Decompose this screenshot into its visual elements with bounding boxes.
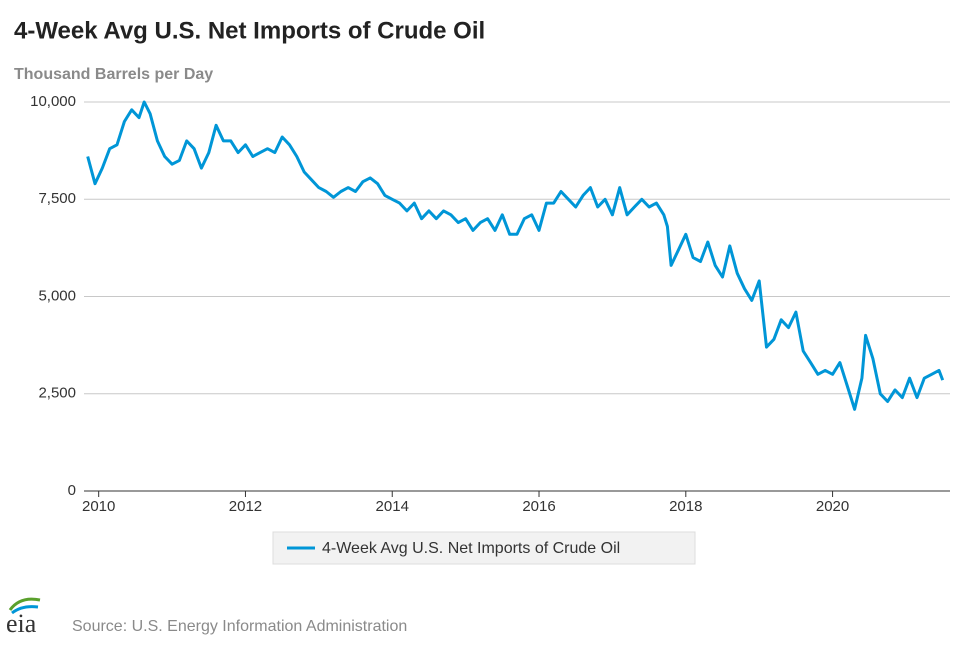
x-tick-label: 2010 (82, 498, 115, 515)
source: Source: U.S. Energy Information Administ… (72, 618, 407, 635)
logo-leaf (8, 597, 41, 611)
x-tick-label: 2020 (816, 498, 849, 515)
logo: eia (6, 609, 37, 638)
y-tick-label: 10,000 (30, 93, 76, 110)
x-tick-label: 2012 (229, 498, 262, 515)
y-tick-label: 7,500 (38, 190, 76, 207)
y-tick-label: 2,500 (38, 385, 76, 402)
legend-box (272, 531, 696, 565)
legend-label: 4-Week Avg U.S. Net Imports of Crude Oil (322, 540, 620, 557)
x-tick-label: 2018 (669, 498, 702, 515)
data-line (86, 100, 945, 411)
x-tick-label: 2016 (522, 498, 555, 515)
y-axis-title: Thousand Barrels per Day (14, 66, 213, 83)
y-tick-label: 0 (68, 482, 76, 499)
logo-leaf (11, 605, 39, 615)
y-tick-label: 5,000 (38, 287, 76, 304)
x-tick-label: 2014 (376, 498, 409, 515)
chart-title: 4-Week Avg U.S. Net Imports of Crude Oil (14, 17, 485, 44)
